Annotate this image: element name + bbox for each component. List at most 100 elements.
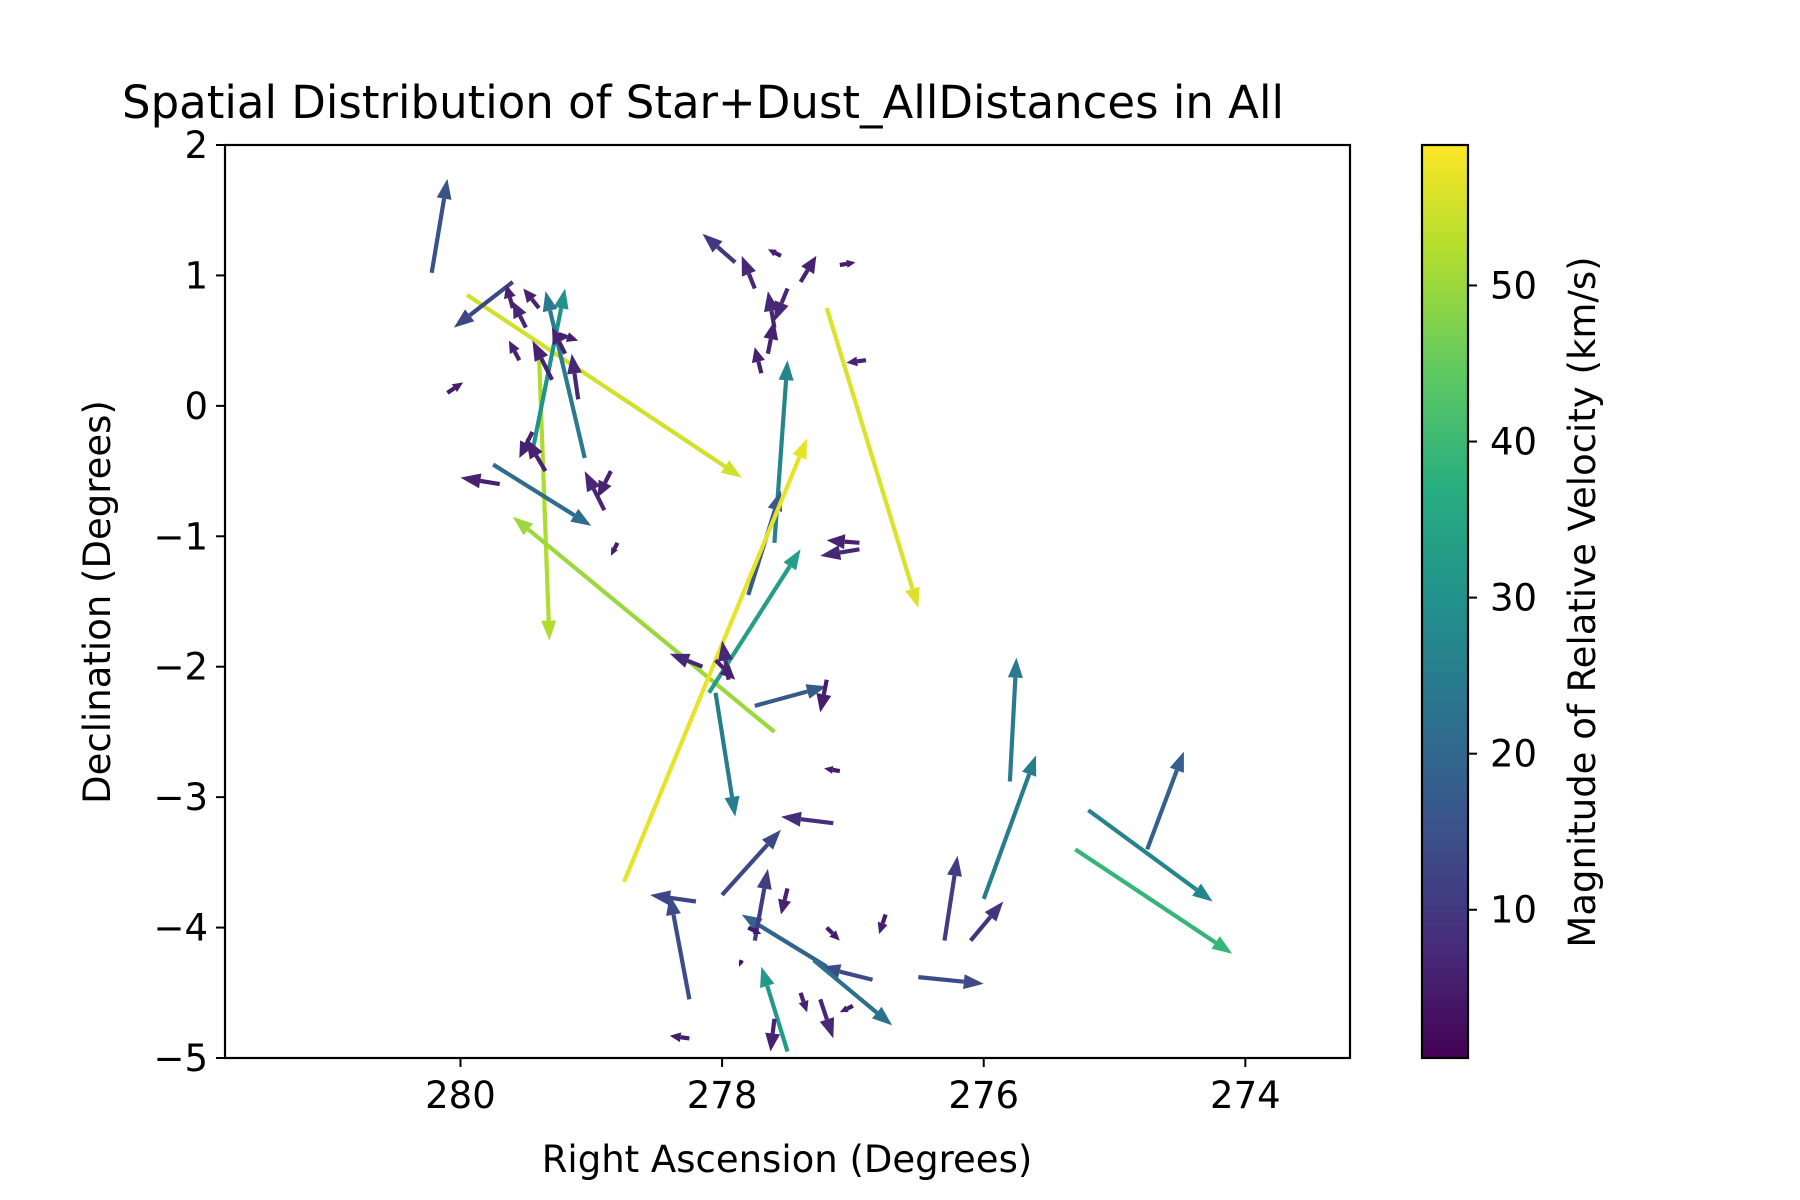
vector-head	[1192, 883, 1213, 902]
vector-shaft	[824, 307, 915, 590]
vector-head	[829, 930, 840, 941]
velocity-vector	[666, 895, 692, 1000]
vector-head	[752, 927, 762, 935]
vector-head	[451, 382, 464, 392]
vector-head	[504, 284, 516, 300]
vector-shaft	[714, 658, 726, 671]
vector-shaft	[738, 959, 744, 964]
vector-head	[718, 640, 733, 662]
colorbar-tick-label: 10	[1490, 889, 1537, 932]
velocity-vector	[798, 255, 817, 284]
vector-shaft	[429, 198, 447, 274]
velocity-vector	[1074, 847, 1233, 954]
vector-shaft	[465, 293, 727, 469]
velocity-vector	[650, 890, 697, 906]
velocity-vector	[1007, 657, 1023, 782]
vector-shaft	[492, 462, 576, 518]
colorbar-label: Magnitude of Relative Velocity (km/s)	[1561, 256, 1604, 947]
vector-head	[669, 653, 691, 668]
vector-shaft	[512, 350, 522, 362]
vector-shaft	[530, 307, 564, 452]
vector-shaft	[713, 692, 735, 798]
vector-shaft	[530, 297, 541, 310]
velocity-vector	[767, 249, 782, 258]
vector-shaft	[680, 1035, 690, 1041]
vector-shaft	[754, 689, 808, 708]
vector-head	[525, 438, 543, 460]
vector-head	[741, 255, 756, 277]
velocity-vector	[532, 340, 554, 381]
vector-shaft	[918, 975, 965, 984]
velocity-vector	[429, 178, 452, 274]
vector-head	[597, 479, 612, 498]
velocity-vector	[751, 347, 765, 374]
colorbar-tick-label: 40	[1490, 421, 1537, 464]
velocity-vector	[824, 766, 841, 774]
vector-shaft	[798, 992, 806, 1003]
vector-head	[819, 1017, 835, 1039]
velocity-vector	[741, 255, 757, 290]
velocity-vector	[738, 959, 744, 967]
vector-head	[765, 1032, 781, 1052]
vector-shaft	[534, 454, 548, 473]
vector-head	[460, 473, 482, 489]
vector-shaft	[746, 273, 757, 290]
vector-head	[963, 974, 984, 990]
velocity-vector	[760, 966, 790, 1053]
vector-shaft	[812, 958, 879, 1015]
vector-shaft	[880, 913, 888, 924]
vector-shaft	[765, 338, 773, 355]
vector-head	[824, 766, 834, 774]
vector-shaft	[507, 296, 515, 309]
vector-shaft	[782, 887, 790, 901]
vector-head	[702, 233, 723, 253]
colorbar-axis: 10 20 30 40 50	[1468, 264, 1537, 932]
vector-shaft	[1007, 677, 1018, 782]
vector-head	[826, 534, 846, 550]
vector-head	[719, 664, 736, 680]
vector-shaft	[686, 658, 704, 669]
vector-shaft	[1087, 808, 1198, 892]
vector-head	[801, 255, 817, 275]
velocity-vector	[713, 692, 740, 817]
y-tick-label: 0	[184, 385, 208, 428]
vector-head	[512, 301, 527, 320]
vector-shaft	[969, 915, 993, 942]
y-axis: 2 1 0 −1 −2 −3 −4 −5	[153, 124, 225, 1080]
vector-head	[872, 1006, 893, 1026]
velocity-vector	[446, 382, 464, 395]
velocity-vector	[552, 327, 567, 355]
vector-head	[542, 291, 558, 313]
vector-head	[767, 249, 777, 257]
velocity-vector	[798, 992, 809, 1013]
vector-shaft	[557, 341, 567, 355]
vector-shaft	[821, 679, 829, 695]
velocity-vector	[846, 356, 867, 367]
vector-head	[650, 890, 671, 906]
y-tick-label: −1	[153, 515, 208, 558]
vector-head	[1007, 657, 1023, 678]
vector-shaft	[1145, 769, 1179, 851]
vector-head	[783, 549, 801, 571]
vector-head	[774, 300, 789, 322]
velocity-vector	[1145, 751, 1184, 851]
vector-shaft	[446, 386, 456, 395]
vector-head	[532, 340, 549, 362]
vector-head	[805, 684, 827, 699]
vector-head	[1211, 936, 1233, 954]
vector-head	[512, 516, 533, 536]
velocity-vector	[610, 541, 620, 556]
velocity-vector	[714, 658, 736, 680]
vector-head	[816, 693, 832, 713]
x-axis-label: Right Ascension (Degrees)	[542, 1138, 1033, 1181]
x-tick-label: 280	[425, 1074, 496, 1117]
vector-shaft	[839, 261, 848, 268]
velocity-vector	[525, 438, 548, 473]
vector-head	[877, 921, 888, 935]
velocity-vector	[702, 233, 737, 264]
vector-shaft	[539, 357, 554, 381]
vector-head	[584, 471, 601, 493]
vector-head	[756, 868, 772, 890]
vector-shaft	[800, 817, 834, 826]
